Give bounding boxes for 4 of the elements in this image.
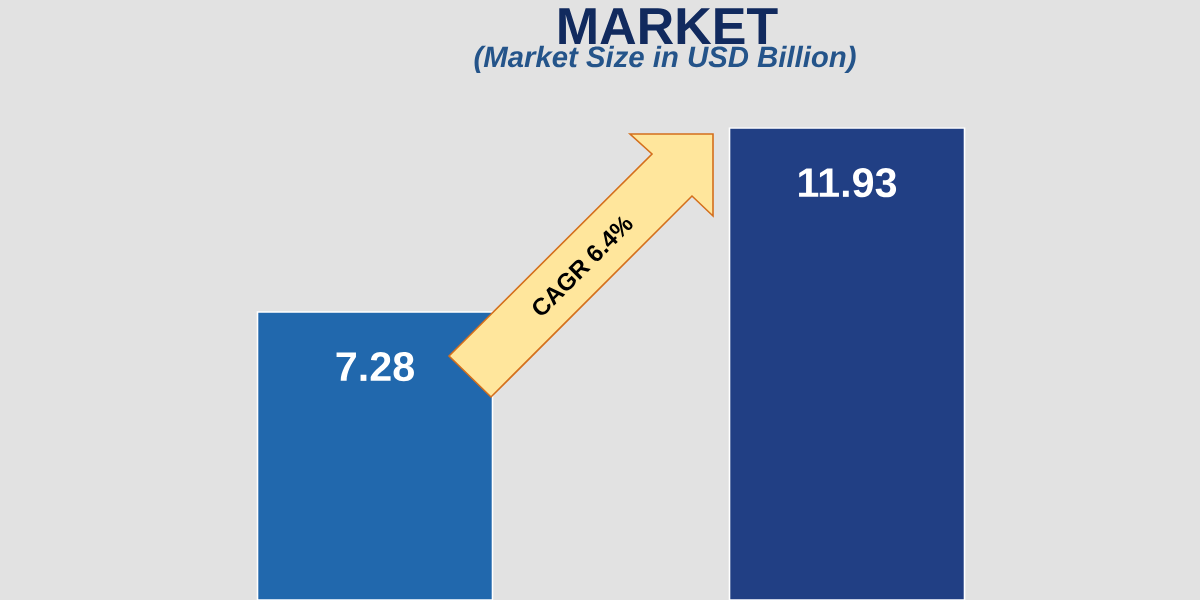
chart-title: MARKET	[559, 8, 778, 44]
chart-subtitle: (Market Size in USD Billion)	[474, 45, 856, 74]
data-label: 11.93	[799, 168, 897, 198]
data-label: 7.28	[336, 352, 414, 382]
